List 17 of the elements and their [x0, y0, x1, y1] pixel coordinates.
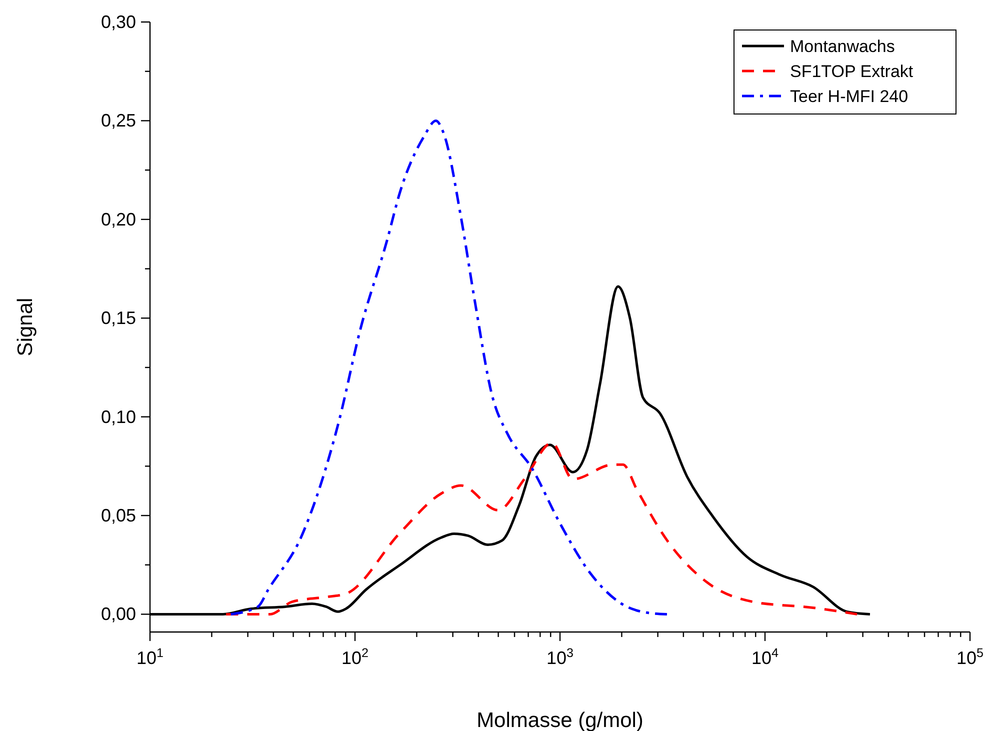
- y-axis-title: Signal: [14, 298, 37, 356]
- y-tick-label: 0,30: [100, 12, 136, 32]
- legend-label: SF1TOP Extrakt: [790, 62, 914, 81]
- x-tick-label: 10$^{2}$: [341, 646, 369, 668]
- y-tick-label: 0,00: [100, 604, 136, 624]
- x-tick-label: 10$^{5}$: [956, 646, 984, 668]
- y-tick-label: 0,25: [100, 110, 136, 131]
- x-tick-label: 10$^{4}$: [751, 646, 779, 668]
- y-tick-label: 0,10: [100, 406, 136, 427]
- y-tick-label: 0,05: [100, 506, 136, 526]
- x-tick-label: 10$^{3}$: [546, 646, 574, 668]
- legend-label: Teer H-MFI 240: [790, 87, 908, 106]
- legend-label: Montanwachs: [790, 37, 895, 56]
- x-tick-label: 10$^{1}$: [136, 646, 164, 668]
- x-axis-title: Molmasse (g/mol): [476, 709, 644, 731]
- y-tick-label: 0,15: [100, 308, 136, 328]
- y-tick-label: 0,20: [100, 209, 136, 230]
